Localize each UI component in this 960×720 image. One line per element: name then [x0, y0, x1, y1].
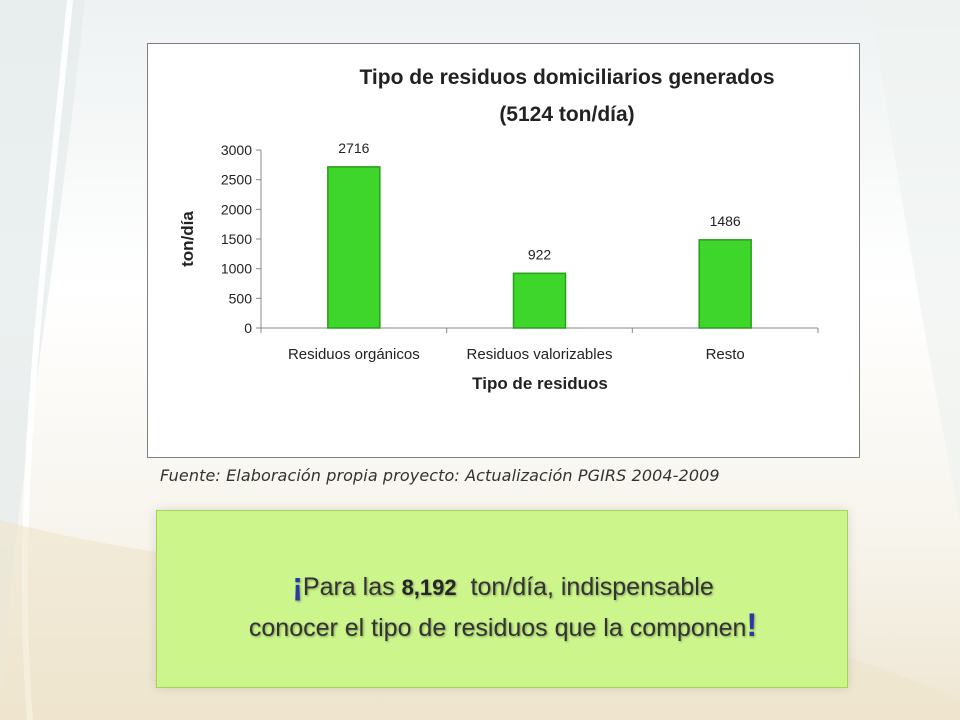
callout-line-1-start: Para las [302, 573, 402, 601]
x-tick-label: Residuos valorizables [467, 346, 613, 363]
y-tick-label: 1000 [221, 261, 252, 277]
data-label: 2716 [338, 140, 369, 156]
closing-exclamation: ! [746, 607, 758, 643]
chart-title: Tipo de residuos domiciliarios generados [359, 66, 774, 89]
y-tick-label: 0 [244, 320, 252, 336]
callout-line-2-text: conocer el tipo de residuos que la compo… [248, 614, 747, 642]
chart-subtitle: (5124 ton/día) [499, 103, 634, 126]
bar [327, 166, 381, 329]
chart-frame: Tipo de residuos domiciliarios generados… [147, 43, 860, 458]
inverted-exclamation: ¡ [292, 566, 303, 602]
source-note: Fuente: Elaboración propia proyecto: Act… [160, 466, 720, 485]
y-axis-label: ton/día [178, 211, 197, 267]
bar [512, 272, 567, 329]
x-tick-label: Resto [706, 346, 745, 363]
callout-line-2: conocer el tipo de residuos que la compo… [157, 607, 849, 644]
x-axis-label: Tipo de residuos [472, 374, 608, 393]
data-label: 1486 [710, 213, 741, 229]
y-tick-label: 2000 [221, 201, 252, 217]
data-label: 922 [528, 246, 552, 262]
callout-line-1: ¡Para las 8,192 ton/día, indispensable [157, 566, 849, 603]
y-tick-label: 500 [229, 290, 253, 306]
callout-line-1-end: ton/día, indispensable [456, 573, 714, 601]
y-tick-label: 2500 [221, 172, 252, 188]
highlight-number: 8,192 [401, 575, 457, 600]
callout-box: ¡Para las 8,192 ton/día, indispensable c… [156, 510, 848, 688]
y-tick-label: 3000 [221, 142, 252, 158]
y-tick-label: 1500 [221, 231, 252, 247]
bar [698, 239, 752, 329]
x-tick-label: Residuos orgánicos [288, 346, 420, 363]
plot-area: 0 500 1000 1500 2000 2500 3000 2716 Residuos org… [221, 140, 819, 363]
bar-chart: Tipo de residuos domiciliarios generados… [178, 66, 819, 393]
